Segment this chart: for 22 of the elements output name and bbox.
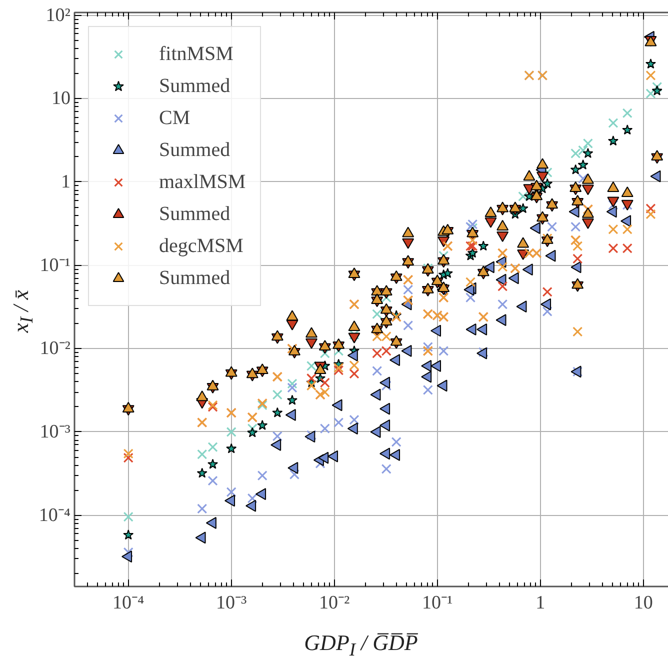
legend-label: maxlMSM [159, 170, 246, 194]
y-tick-label: 10⁻² [40, 338, 71, 360]
x-tick-label: 10⁻¹ [422, 592, 453, 614]
legend-label: degcMSM [159, 234, 244, 258]
x-tick-label: 10⁻² [318, 592, 350, 614]
y-tick-label: 10⁻¹ [40, 254, 71, 276]
legend-label: CM [159, 106, 190, 130]
x-tick-label: 10 [634, 592, 653, 614]
legend-label: Summed [159, 138, 230, 162]
x-tick-label: 10⁻⁴ [112, 592, 145, 614]
legend-label: Summed [159, 266, 230, 290]
y-tick-label: 10 [52, 88, 70, 110]
x-axis-title: GDP$_{I}$ / G̅D̅P̅ [304, 629, 418, 656]
legend-label: Summed [159, 74, 230, 98]
x-tick-label: 10⁻³ [216, 592, 247, 614]
y-tick-label: 10⁻⁴ [38, 504, 71, 526]
y-tick-label: 10² [46, 4, 71, 26]
legend-label: Summed [159, 202, 230, 226]
legend-label: fitnMSM [159, 42, 234, 66]
y-tick-label: 1 [61, 171, 70, 192]
x-tick-label: 1 [536, 592, 546, 614]
y-tick-label: 10⁻³ [40, 421, 71, 442]
